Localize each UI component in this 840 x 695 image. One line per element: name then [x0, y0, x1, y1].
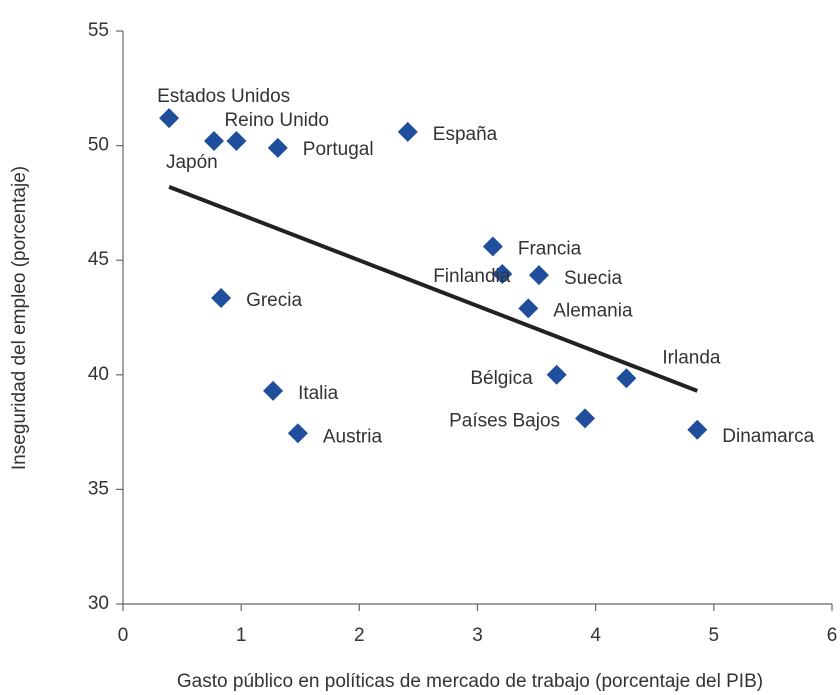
point-label: Bélgica	[470, 368, 533, 389]
point	[397, 121, 418, 142]
point-label: Francia	[518, 238, 582, 259]
point	[492, 263, 513, 284]
point-label: Dinamarca	[722, 426, 814, 447]
point-label: Países Bajos	[449, 410, 560, 431]
y-axis-title: Inseguridad del empleo (porcentaje)	[9, 166, 30, 470]
point	[211, 288, 232, 309]
point-label: Alemania	[553, 300, 633, 321]
point-label: Estados Unidos	[157, 86, 290, 107]
x-tick-label: 4	[590, 625, 601, 646]
y-tick-label: 40	[88, 364, 109, 385]
point	[203, 131, 224, 152]
point	[263, 380, 284, 401]
point-label: Portugal	[303, 139, 374, 160]
trend-line	[168, 184, 699, 393]
y-tick-label: 55	[88, 20, 109, 41]
y-tick-label: 35	[88, 478, 109, 499]
x-tick-label: 0	[118, 625, 129, 646]
x-tick-label: 2	[354, 625, 365, 646]
x-tick-label: 5	[709, 625, 720, 646]
point-label: Finlandia	[433, 266, 511, 287]
point-label: Irlanda	[662, 347, 721, 368]
point	[575, 408, 596, 429]
point	[159, 108, 180, 129]
point-label: Suecia	[564, 268, 623, 289]
x-tick-label: 3	[472, 625, 483, 646]
point	[687, 419, 708, 440]
point	[546, 364, 567, 385]
point	[482, 236, 503, 257]
x-tick-label: 6	[827, 625, 838, 646]
point	[528, 265, 549, 286]
point	[616, 368, 637, 389]
y-tick-label: 45	[88, 249, 109, 270]
y-tick-label: 50	[88, 135, 109, 156]
y-tick-label: 30	[88, 593, 109, 614]
point	[518, 298, 539, 319]
point-label: España	[433, 124, 498, 145]
point-label: Austria	[323, 426, 383, 447]
point-label: Italia	[298, 383, 339, 404]
point-label: Japón	[166, 152, 218, 173]
point-label: Reino Unido	[224, 110, 329, 131]
point	[287, 423, 308, 444]
point	[267, 137, 288, 158]
point-label: Grecia	[246, 290, 302, 311]
x-tick-label: 1	[236, 625, 247, 646]
point	[226, 131, 247, 152]
x-axis-title: Gasto público en políticas de mercado de…	[177, 671, 763, 692]
